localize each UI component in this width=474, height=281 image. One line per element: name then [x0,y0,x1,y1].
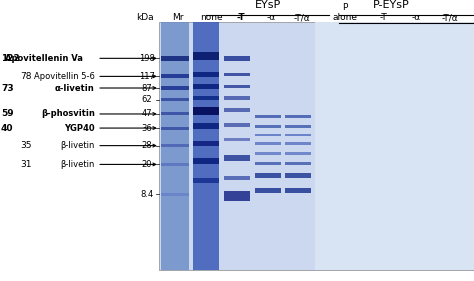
Bar [193,178,219,183]
Text: 78: 78 [20,72,32,81]
Bar [161,22,189,270]
Bar [224,72,250,76]
Bar [224,176,250,180]
Text: 36: 36 [142,124,152,133]
Bar [224,56,250,61]
Bar [285,173,311,178]
Text: 198: 198 [139,54,155,63]
Bar [193,141,219,146]
Bar [224,108,250,112]
Bar [255,115,281,118]
Bar [224,191,250,201]
Text: Apovitellin 5-6: Apovitellin 5-6 [34,72,95,81]
Text: 28: 28 [142,141,152,150]
Text: β-phosvitin: β-phosvitin [41,110,95,119]
Text: 73: 73 [1,83,14,92]
Bar [285,142,311,145]
Text: α-livetin: α-livetin [55,83,95,92]
Text: EYsP: EYsP [255,0,281,10]
Bar [285,125,311,128]
Text: -T: -T [236,13,245,22]
Text: 35: 35 [20,141,32,150]
Bar [315,22,474,270]
Bar [193,158,219,164]
Bar [161,144,189,147]
Bar [285,134,311,136]
Bar [285,152,311,155]
Text: 59: 59 [1,110,14,119]
Text: none: none [201,13,223,22]
Bar [161,74,189,78]
Bar [161,126,189,130]
Text: -T: -T [379,13,387,22]
Bar [161,163,189,166]
Text: Mr: Mr [172,13,183,22]
Bar [193,22,219,270]
Bar [193,96,219,100]
Text: 122: 122 [1,54,20,63]
Text: 8.4: 8.4 [140,190,154,199]
Bar [161,86,189,90]
Bar [193,52,219,60]
Bar [255,152,281,155]
Text: YGP40: YGP40 [64,124,95,133]
Bar [255,162,281,165]
Text: 40: 40 [1,124,13,133]
Bar [193,84,219,89]
Bar [193,123,219,130]
Bar [285,188,311,193]
Text: P
alone: P alone [332,3,357,22]
Text: 87: 87 [142,83,152,92]
Text: β-livetin: β-livetin [60,141,95,150]
Bar [285,115,311,118]
Bar [161,193,189,196]
Text: -T/α: -T/α [442,13,459,22]
Text: 20: 20 [142,160,152,169]
Bar [159,22,474,270]
Bar [224,85,250,88]
Bar [285,162,311,165]
Text: -T/α: -T/α [294,13,311,22]
Bar [193,107,219,115]
Bar [255,173,281,178]
Text: P-EYsP: P-EYsP [373,0,410,10]
Bar [161,56,189,61]
Text: -α: -α [267,13,276,22]
Bar [161,112,189,115]
Bar [224,123,250,127]
Bar [161,98,189,101]
Bar [224,155,250,161]
Bar [255,188,281,193]
Text: β-livetin: β-livetin [60,160,95,169]
Text: kDa: kDa [136,13,154,22]
Bar [255,125,281,128]
Bar [193,72,219,77]
Text: 31: 31 [20,160,32,169]
Text: 47: 47 [142,110,152,119]
Text: 117: 117 [139,72,155,81]
Text: Apovitellenin Va: Apovitellenin Va [5,54,83,63]
Bar [255,134,281,136]
Text: 62: 62 [142,95,152,104]
Bar [224,139,250,141]
Bar [224,96,250,100]
Bar [255,142,281,145]
Text: -α: -α [411,13,421,22]
